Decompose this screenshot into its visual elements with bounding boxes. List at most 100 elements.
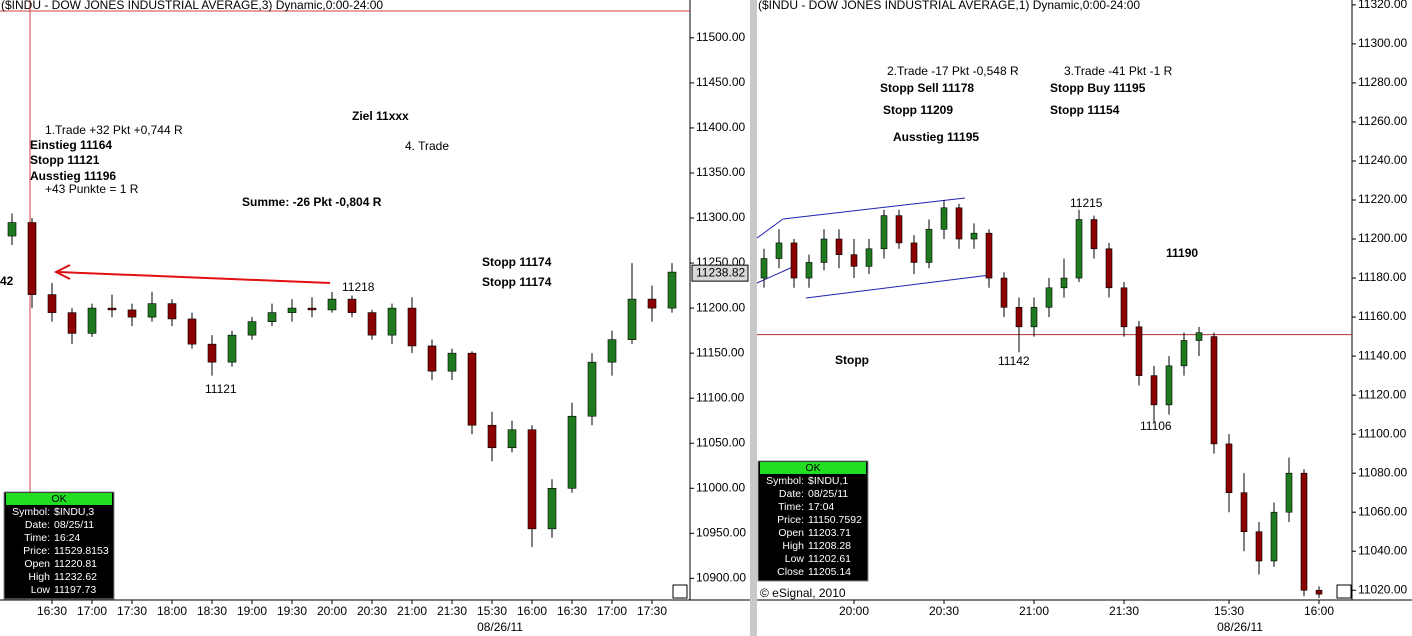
data-window-key: Price: xyxy=(777,514,804,526)
x-tick-label: 18:00 xyxy=(157,604,187,618)
chart-panel: ($INDU - DOW JONES INDUSTRIAL AVERAGE,1)… xyxy=(757,0,1407,634)
candle-body xyxy=(850,254,858,267)
x-tick-label: 17:30 xyxy=(117,604,147,618)
candle-body xyxy=(467,352,477,426)
y-tick-label: 11450.00 xyxy=(696,75,745,89)
candle-body xyxy=(227,334,237,363)
channel-line xyxy=(805,274,991,299)
candle-body xyxy=(865,248,873,267)
candle-body xyxy=(647,298,657,309)
candle-body xyxy=(910,242,918,263)
data-window-key: Time: xyxy=(24,532,50,544)
x-tick-label: 17:00 xyxy=(77,604,107,618)
annotation: 11121 xyxy=(205,382,237,396)
x-tick-label: 18:30 xyxy=(197,604,227,618)
candle-body xyxy=(527,429,537,530)
annotation: Summe: -26 Pkt -0,804 R xyxy=(242,195,382,209)
candle-body xyxy=(27,222,37,295)
candle-body xyxy=(1180,340,1188,367)
y-tick-label: 11500.00 xyxy=(696,30,745,44)
candle-body xyxy=(1210,336,1218,445)
data-window-value: 11197.73 xyxy=(54,584,96,596)
annotation: Ausstieg 11196 xyxy=(30,169,116,183)
data-window-status xyxy=(6,493,112,505)
candle-body xyxy=(1315,589,1323,595)
annotation: Ziel 11xxx xyxy=(352,109,409,123)
data-window-key: Date: xyxy=(779,488,804,500)
candle-body xyxy=(1000,277,1008,308)
data-window-value: 11232.62 xyxy=(54,571,97,583)
candle-body xyxy=(667,271,677,309)
candle-body xyxy=(147,303,157,318)
candle-body xyxy=(387,307,397,336)
scroll-icon[interactable] xyxy=(672,584,688,599)
last-price-box xyxy=(691,264,749,282)
x-tick-label: 21:00 xyxy=(397,604,427,618)
candle-body xyxy=(955,207,963,240)
y-tick-label: 11080.00 xyxy=(1358,465,1407,479)
candle-body xyxy=(1090,219,1098,250)
scroll-icon[interactable] xyxy=(1336,584,1352,599)
candle-body xyxy=(760,258,768,279)
candle-body xyxy=(820,238,828,263)
candle-body xyxy=(107,307,117,311)
candle-body xyxy=(427,345,437,372)
x-tick-label: 20:00 xyxy=(317,604,347,618)
data-window-value: 11529.8153 xyxy=(54,545,109,557)
y-tick-label: 11000.00 xyxy=(696,480,745,494)
annotation: 3.Trade -41 Pkt -1 R xyxy=(1064,64,1173,78)
panel-divider xyxy=(750,0,757,636)
annotation: Stopp Sell 11178 xyxy=(880,81,974,95)
y-tick-label: 11320.00 xyxy=(1358,0,1407,11)
data-window-value: $INDU,3 xyxy=(54,506,94,518)
y-tick-label: 11060.00 xyxy=(1358,504,1407,518)
arrow-line xyxy=(57,271,331,284)
annotation: 11218 xyxy=(342,280,375,294)
y-tick-label: 11100.00 xyxy=(696,390,745,404)
candle-body xyxy=(307,307,317,311)
candle-body xyxy=(247,321,257,336)
y-tick-label: 11260.00 xyxy=(1358,114,1407,128)
y-tick-label: 11150.00 xyxy=(696,345,745,359)
candle-body xyxy=(925,228,933,263)
candle-body xyxy=(367,312,377,336)
channel-line xyxy=(756,218,784,239)
annotation: Stopp 11174 xyxy=(482,275,552,289)
annotation: 1.Trade +32 Pkt +0,744 R xyxy=(45,123,183,137)
data-window-key: Date: xyxy=(25,519,50,531)
y-tick-label: 10900.00 xyxy=(696,571,746,585)
data-window-bg xyxy=(757,460,869,582)
annotation: Stopp Buy 11195 xyxy=(1050,81,1146,95)
data-window-value: 11220.81 xyxy=(54,558,97,570)
data-window-value: 11150.7592 xyxy=(808,514,862,526)
y-tick-label: 11140.00 xyxy=(1358,348,1407,362)
candle-body xyxy=(1030,307,1038,328)
x-tick-label: 16:30 xyxy=(37,604,67,618)
candle-body xyxy=(627,298,637,340)
data-window-key: High xyxy=(782,540,804,552)
data-window-value: 11208.28 xyxy=(808,540,851,552)
x-tick-label: 21:30 xyxy=(1109,604,1139,618)
y-tick-label: 11200.00 xyxy=(696,300,745,314)
candle-body xyxy=(1225,443,1233,493)
annotation: 4. Trade xyxy=(405,139,449,153)
annotation: © eSignal, 2010 xyxy=(760,586,846,600)
x-tick-label: 17:00 xyxy=(597,604,627,618)
candle-body xyxy=(1105,248,1113,289)
candle-body xyxy=(487,424,497,449)
candle-body xyxy=(7,222,17,237)
channel-line xyxy=(756,265,796,284)
candle-body xyxy=(1165,365,1173,406)
date-label: 08/26/11 xyxy=(1217,620,1263,634)
last-price-label: 11238.82 xyxy=(696,265,745,279)
data-window-key: Symbol: xyxy=(12,506,50,518)
data-window-value: 16:24 xyxy=(54,532,80,544)
data-window-value: 11203.71 xyxy=(808,527,851,539)
data-window-status xyxy=(760,462,866,474)
chart-title: ($INDU - DOW JONES INDUSTRIAL AVERAGE,1)… xyxy=(758,0,1140,12)
channel-line xyxy=(782,197,966,220)
annotation: 11190 xyxy=(1166,246,1198,260)
candle-body xyxy=(607,339,617,363)
